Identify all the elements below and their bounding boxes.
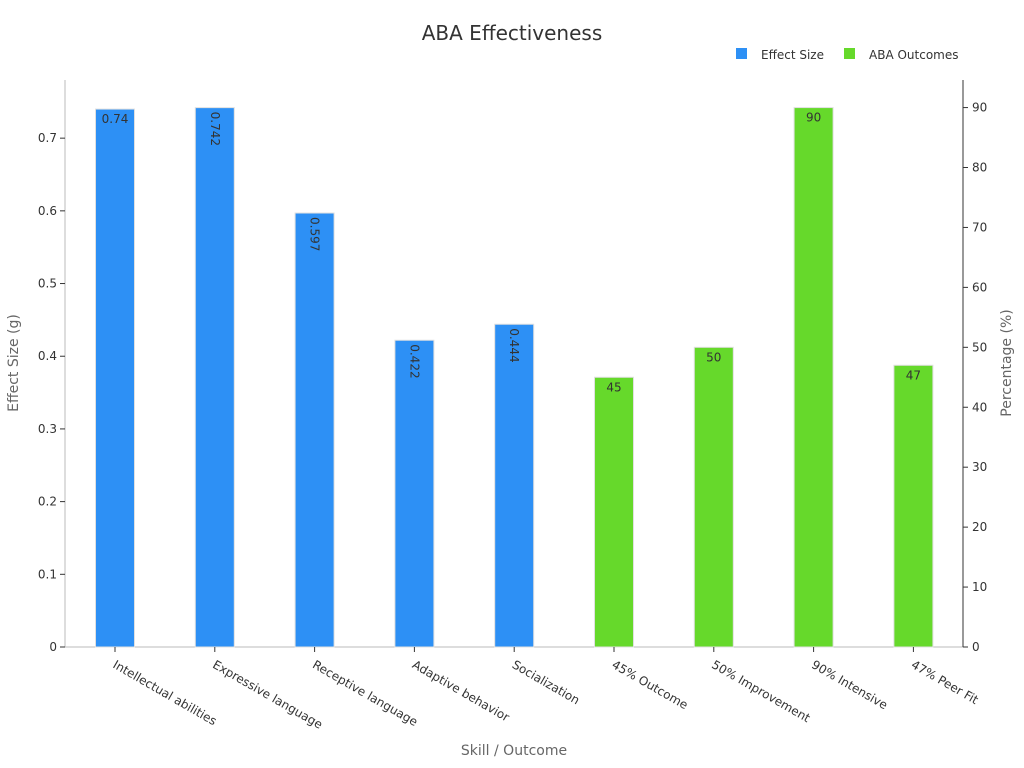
chart-title: ABA Effectiveness — [422, 21, 603, 45]
right-tick-label: 40 — [972, 400, 987, 414]
left-tick-label: 0.5 — [38, 277, 57, 291]
left-axis-title: Effect Size (g) — [6, 314, 22, 412]
bar-value-label: 0.422 — [407, 344, 421, 378]
legend-swatch-effect-size — [736, 48, 747, 59]
right-tick-label: 70 — [972, 220, 987, 234]
right-axis-title: Percentage (%) — [999, 309, 1015, 416]
bar — [893, 364, 934, 648]
right-tick-label: 80 — [972, 161, 987, 175]
right-tick-label: 90 — [972, 101, 987, 115]
bar-value-label: 0.742 — [208, 112, 222, 146]
right-tick-label: 60 — [972, 280, 987, 294]
x-axis-title: Skill / Outcome — [461, 743, 567, 759]
bar-value-label: 0.74 — [102, 112, 129, 126]
bar — [95, 108, 135, 648]
right-tick-label: 20 — [972, 520, 987, 534]
left-tick-label: 0.6 — [38, 204, 57, 218]
x-tick-label: 47% Peer Fit — [909, 657, 981, 707]
bar — [494, 323, 535, 648]
legend-label-aba-outcomes: ABA Outcomes — [869, 48, 958, 62]
bar-labels: 0.74 0.742 0.597 0.422 0.444 45 50 90 47 — [102, 111, 921, 395]
left-tick-label: 0.2 — [38, 495, 57, 509]
legend-swatch-aba-outcomes — [844, 48, 855, 59]
left-tick-label: 0.4 — [38, 349, 57, 363]
x-tick-label: 50% Improvement — [709, 657, 813, 725]
bar — [594, 376, 634, 648]
bar — [693, 346, 734, 648]
bar — [793, 107, 834, 648]
bar — [294, 212, 335, 648]
bar-value-label: 47 — [906, 368, 921, 382]
right-tick-label: 10 — [972, 580, 987, 594]
x-tick-label: Receptive language — [310, 657, 420, 729]
legend: Effect Size ABA Outcomes — [736, 48, 958, 62]
left-tick-label: 0 — [49, 640, 57, 654]
bar-value-label: 45 — [606, 380, 621, 394]
legend-label-effect-size: Effect Size — [761, 48, 824, 62]
bars — [95, 107, 934, 648]
bar-value-label: 50 — [706, 350, 721, 364]
x-tick-label: 45% Outcome — [610, 657, 691, 712]
bar — [194, 107, 235, 648]
bar — [394, 339, 435, 648]
left-tick-label: 0.3 — [38, 422, 57, 436]
x-tick-label: Socialization — [510, 657, 582, 707]
bar-value-label: 0.597 — [308, 217, 322, 251]
right-axis-ticks: 0 10 20 30 40 50 60 70 80 90 — [963, 101, 987, 654]
left-axis-ticks: 0 0.1 0.2 0.3 0.4 0.5 0.6 0.7 — [38, 131, 65, 654]
bar-value-label: 90 — [806, 111, 821, 125]
right-tick-label: 30 — [972, 460, 987, 474]
right-tick-label: 0 — [972, 640, 980, 654]
left-tick-label: 0.1 — [38, 567, 57, 581]
x-tick-label: Adaptive behavior — [410, 657, 512, 724]
x-tick-label: Intellectual abilities — [111, 657, 220, 728]
x-tick-label: Expressive language — [210, 657, 325, 731]
bar-value-label: 0.444 — [507, 328, 521, 362]
right-tick-label: 50 — [972, 340, 987, 354]
x-tick-label: 90% Intensive — [809, 657, 890, 712]
left-tick-label: 0.7 — [38, 131, 57, 145]
